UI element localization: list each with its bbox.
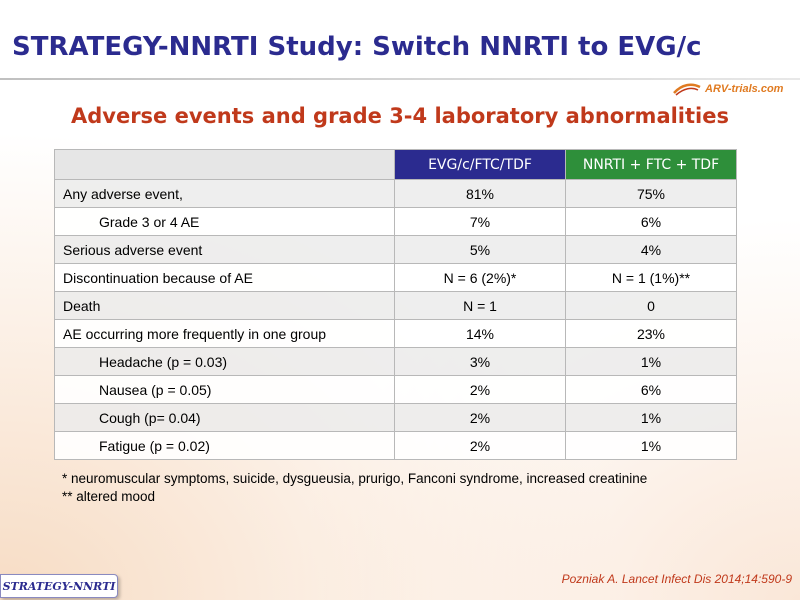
title-divider bbox=[0, 78, 800, 80]
nnrti-value: 4% bbox=[565, 235, 737, 264]
nnrti-value: 0 bbox=[565, 291, 737, 320]
evg-value: 2% bbox=[394, 375, 566, 404]
row-label: Any adverse event, bbox=[54, 179, 395, 208]
header-corner-cell bbox=[54, 149, 395, 180]
nnrti-value: 75% bbox=[565, 179, 737, 208]
adverse-events-table: EVG/c/FTC/TDF NNRTI + FTC + TDF Any adve… bbox=[54, 149, 737, 460]
evg-value: 3% bbox=[394, 347, 566, 376]
row-label: Nausea (p = 0.05) bbox=[54, 375, 395, 404]
table-row: Serious adverse event 5% 4% bbox=[54, 235, 737, 264]
evg-value: 5% bbox=[394, 235, 566, 264]
row-label: Serious adverse event bbox=[54, 235, 395, 264]
column-header-nnrti: NNRTI + FTC + TDF bbox=[565, 149, 737, 180]
arv-trials-logo: ARV-trials.com bbox=[672, 80, 783, 98]
footnote-double-asterisk: ** altered mood bbox=[62, 489, 156, 504]
evg-value: N = 6 (2%)* bbox=[394, 263, 566, 292]
logo-swoosh-icon bbox=[673, 83, 701, 96]
nnrti-value: 1% bbox=[565, 403, 737, 432]
study-badge: STRATEGY-NNRTI bbox=[0, 574, 118, 598]
table-row: Headache (p = 0.03) 3% 1% bbox=[54, 347, 737, 376]
evg-value: 7% bbox=[394, 207, 566, 236]
row-label: AE occurring more frequently in one grou… bbox=[54, 319, 395, 348]
evg-value: 2% bbox=[394, 403, 566, 432]
nnrti-value: 6% bbox=[565, 375, 737, 404]
table-header-row: EVG/c/FTC/TDF NNRTI + FTC + TDF bbox=[54, 149, 737, 180]
table-row: Any adverse event, 81% 75% bbox=[54, 179, 737, 208]
row-label: Headache (p = 0.03) bbox=[54, 347, 395, 376]
row-label: Grade 3 or 4 AE bbox=[54, 207, 395, 236]
citation: Pozniak A. Lancet Infect Dis 2014;14:590… bbox=[561, 572, 792, 586]
table-row: Death N = 1 0 bbox=[54, 291, 737, 320]
logo-text: ARV-trials.com bbox=[705, 83, 784, 95]
nnrti-value: N = 1 (1%)** bbox=[565, 263, 737, 292]
nnrti-value: 6% bbox=[565, 207, 737, 236]
row-label: Death bbox=[54, 291, 395, 320]
footnotes: * neuromuscular symptoms, suicide, dysgu… bbox=[62, 470, 647, 506]
footnote-single-asterisk: * neuromuscular symptoms, suicide, dysgu… bbox=[62, 471, 648, 486]
row-label: Cough (p= 0.04) bbox=[54, 403, 395, 432]
table-row: AE occurring more frequently in one grou… bbox=[54, 319, 737, 348]
row-label: Discontinuation because of AE bbox=[54, 263, 395, 292]
evg-value: N = 1 bbox=[394, 291, 566, 320]
evg-value: 81% bbox=[394, 179, 566, 208]
nnrti-value: 23% bbox=[565, 319, 737, 348]
table-row: Discontinuation because of AE N = 6 (2%)… bbox=[54, 263, 737, 292]
nnrti-value: 1% bbox=[565, 431, 737, 460]
column-header-evg: EVG/c/FTC/TDF bbox=[394, 149, 566, 180]
table-row: Grade 3 or 4 AE 7% 6% bbox=[54, 207, 737, 236]
slide-subtitle: Adverse events and grade 3-4 laboratory … bbox=[70, 104, 729, 128]
table-row: Fatigue (p = 0.02) 2% 1% bbox=[54, 431, 737, 460]
slide-title: STRATEGY-NNRTI Study: Switch NNRTI to EV… bbox=[12, 32, 702, 62]
evg-value: 2% bbox=[394, 431, 566, 460]
nnrti-value: 1% bbox=[565, 347, 737, 376]
table-row: Nausea (p = 0.05) 2% 6% bbox=[54, 375, 737, 404]
evg-value: 14% bbox=[394, 319, 566, 348]
row-label: Fatigue (p = 0.02) bbox=[54, 431, 395, 460]
table-row: Cough (p= 0.04) 2% 1% bbox=[54, 403, 737, 432]
